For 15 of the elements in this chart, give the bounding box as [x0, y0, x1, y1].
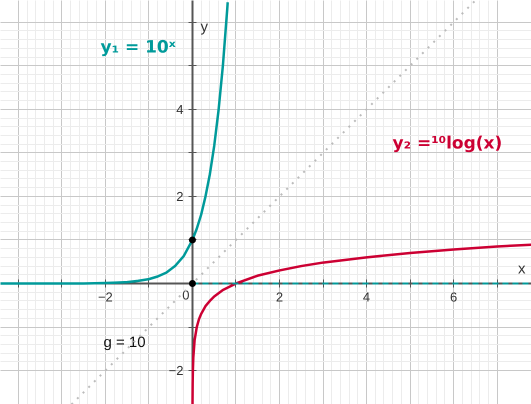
- x-axis-title: x: [518, 260, 526, 278]
- text: y₁ = 10ˣ: [100, 38, 176, 58]
- x-tick-label: 4: [362, 289, 370, 304]
- annotation: g = 10: [103, 334, 146, 351]
- x-tick-label: −2: [98, 289, 113, 304]
- line-series: [0, 0, 229, 285]
- line-series: [191, 243, 531, 404]
- x-tick-label: 0: [182, 287, 190, 302]
- y-tick-label: 4: [176, 102, 184, 117]
- text: y₂ =¹⁰log(x): [392, 134, 502, 154]
- x-tick-label: 6: [450, 289, 458, 304]
- y-tick-label: −2: [168, 363, 184, 378]
- x-tick-label: 2: [276, 289, 284, 304]
- y-axis-title: y: [200, 18, 208, 36]
- y-tick-label: 2: [176, 188, 184, 204]
